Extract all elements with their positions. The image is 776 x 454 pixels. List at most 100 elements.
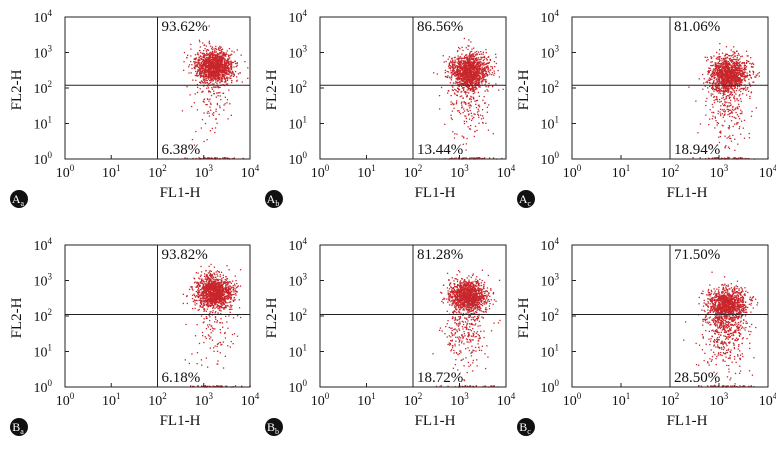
scatter-point — [451, 77, 452, 78]
scatter-point — [476, 70, 477, 71]
scatter-point — [474, 56, 475, 57]
scatter-point — [468, 103, 469, 104]
scatter-point — [230, 78, 231, 79]
scatter-point — [464, 38, 465, 39]
scatter-point — [740, 91, 741, 92]
scatter-point — [730, 58, 731, 59]
scatter-point — [209, 115, 210, 116]
scatter-point — [207, 99, 208, 100]
scatter-point — [463, 87, 464, 88]
scatter-point — [247, 78, 248, 79]
scatter-point — [737, 62, 738, 63]
scatter-point — [720, 67, 721, 68]
scatter-point — [228, 71, 229, 72]
scatter-point — [733, 110, 734, 111]
scatter-point — [207, 80, 208, 81]
scatter-point — [731, 66, 732, 67]
scatter-point — [445, 72, 446, 73]
scatter-point — [451, 58, 452, 59]
scatter-point — [197, 52, 198, 53]
scatter-point — [216, 60, 217, 61]
scatter-point — [481, 71, 482, 72]
scatter-point — [714, 77, 715, 78]
scatter-point — [744, 138, 745, 139]
scatter-point — [715, 88, 716, 89]
scatter-point — [468, 86, 469, 87]
scatter-point — [739, 77, 740, 78]
scatter-point — [447, 92, 448, 93]
scatter-point — [709, 68, 710, 69]
scatter-point — [207, 297, 208, 298]
scatter-point — [196, 62, 197, 63]
scatter-point — [454, 133, 455, 134]
scatter-point — [227, 99, 228, 100]
scatter-point — [484, 64, 485, 65]
scatter-point — [476, 61, 477, 62]
scatter-point — [465, 157, 466, 158]
scatter-point — [478, 75, 479, 76]
scatter-point — [453, 104, 454, 105]
scatter-point — [738, 100, 739, 101]
scatter-point — [186, 57, 187, 58]
scatter-point — [707, 87, 708, 88]
scatter-point — [216, 271, 217, 272]
scatter-point — [741, 101, 742, 102]
scatter-point — [728, 91, 729, 92]
scatter-point — [727, 109, 728, 110]
scatter-point — [459, 86, 460, 87]
scatter-point — [709, 86, 710, 87]
scatter-point — [476, 82, 477, 83]
scatter-point — [466, 78, 467, 79]
scatter-point — [232, 281, 233, 282]
scatter-point — [717, 101, 718, 102]
scatter-point — [212, 47, 213, 48]
scatter-point — [705, 57, 706, 58]
scatter-point — [225, 157, 226, 158]
scatter-point — [233, 66, 234, 67]
scatter-point — [729, 116, 730, 117]
scatter-point — [476, 107, 477, 108]
scatter-point — [732, 61, 733, 62]
scatter-point — [468, 81, 469, 82]
scatter-point — [735, 77, 736, 78]
scatter-point — [733, 89, 734, 90]
scatter-point — [450, 115, 451, 116]
scatter-point — [212, 73, 213, 74]
scatter-point — [468, 92, 469, 93]
scatter-point — [209, 338, 210, 339]
scatter-point — [481, 78, 482, 79]
scatter-point — [717, 57, 718, 58]
scatter-point — [218, 66, 219, 67]
scatter-point — [226, 73, 227, 74]
scatter-point — [495, 83, 496, 84]
scatter-point — [220, 61, 221, 62]
scatter-point — [486, 58, 487, 59]
scatter-point — [730, 138, 731, 139]
scatter-point — [724, 71, 725, 72]
scatter-point — [467, 80, 468, 81]
scatter-point — [737, 69, 738, 70]
scatter-point — [462, 47, 463, 48]
scatter-point — [488, 67, 489, 68]
scatter-point — [474, 81, 475, 82]
scatter-point — [210, 74, 211, 75]
scatter-point — [475, 66, 476, 67]
scatter-point — [182, 110, 183, 111]
scatter-point — [212, 64, 213, 65]
scatter-point — [455, 90, 456, 91]
scatter-point — [757, 73, 758, 74]
scatter-point — [721, 71, 722, 72]
scatter-point — [727, 73, 728, 74]
scatter-point — [736, 61, 737, 62]
scatter-point — [735, 78, 736, 79]
scatter-point — [711, 75, 712, 76]
scatter-point — [478, 92, 479, 93]
scatter-point — [466, 138, 467, 139]
scatter-point — [214, 54, 215, 55]
scatter-point — [456, 100, 457, 101]
scatter-point — [229, 57, 230, 58]
scatter-point — [231, 54, 232, 55]
scatter-point — [725, 63, 726, 64]
scatter-point — [707, 59, 708, 60]
scatter-point — [479, 96, 480, 97]
